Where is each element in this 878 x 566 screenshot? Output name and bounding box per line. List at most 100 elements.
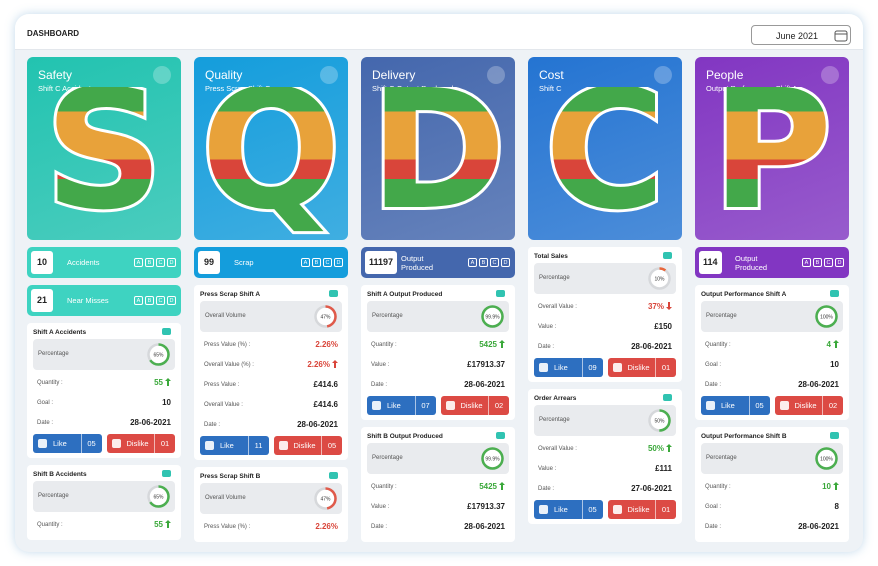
shift-filter[interactable]: D (167, 258, 176, 267)
like-button[interactable]: Like 05 (701, 396, 770, 415)
like-button[interactable]: Like 11 (200, 436, 269, 455)
card-title: Shift B Accidents (33, 471, 87, 478)
row-label: Date : (37, 420, 54, 426)
summary-label: Near Misses (67, 296, 109, 305)
open-button[interactable] (153, 66, 171, 84)
shift-filter[interactable]: C (490, 258, 499, 267)
kpi-card: Shift B Accidents Percentage 65% Quantity :… (27, 465, 181, 540)
comment-icon[interactable] (329, 290, 338, 297)
shift-filter[interactable]: D (167, 296, 176, 305)
like-button[interactable]: Like 07 (367, 396, 436, 415)
data-row: Quantity : 4 (701, 335, 843, 355)
summary-label: Accidents (67, 258, 100, 267)
row-value: £17913.37 (467, 502, 505, 511)
gauge: 99.9% (481, 447, 504, 470)
arrow (833, 340, 839, 348)
shift-filter[interactable]: A (134, 296, 143, 305)
shift-filter[interactable]: B (145, 296, 154, 305)
shift-filter[interactable]: D (835, 258, 844, 267)
row-label: Date : (538, 344, 555, 350)
kpi-card: Shift B Output Produced Percentage 99.9% Qu… (361, 427, 515, 542)
like-count: 09 (581, 358, 603, 377)
comment-icon[interactable] (830, 290, 839, 297)
summary-value: 10 (31, 251, 53, 274)
data-row: Value : £150 (534, 317, 676, 337)
gauge-label: 47% (320, 497, 331, 503)
open-button[interactable] (487, 66, 505, 84)
kpi-card: Output Performance Shift A Percentage 100%… (695, 285, 849, 420)
like-count: 05 (748, 396, 770, 415)
like-button[interactable]: Like 09 (534, 358, 603, 377)
gauge-arc (481, 447, 504, 470)
comment-icon[interactable] (830, 432, 839, 439)
like-label: Like (387, 401, 401, 410)
comment-icon[interactable] (663, 394, 672, 401)
dislike-button[interactable]: Dislike 05 (273, 436, 342, 455)
category-card[interactable]: Delivery Shift C Output Produced D (361, 57, 515, 240)
dislike-icon (445, 401, 455, 410)
dislike-count: 01 (655, 358, 676, 377)
comment-icon[interactable] (496, 432, 505, 439)
shift-filter[interactable]: A (301, 258, 310, 267)
dislike-label: Dislike (460, 401, 483, 410)
shift-filter[interactable]: C (156, 258, 165, 267)
row-value: 8 (834, 502, 839, 511)
row-label: Quantity : (37, 380, 63, 386)
letter: S (45, 87, 164, 240)
data-row: Overall Value : 37% (534, 297, 676, 317)
row-value: 55 (154, 378, 171, 387)
shift-filter[interactable]: A (468, 258, 477, 267)
data-row: Overall Value : 50% (534, 439, 676, 459)
shift-filter[interactable]: B (145, 258, 154, 267)
row-label: Overall Value (%) : (204, 362, 254, 368)
gauge-name: Percentage (539, 275, 570, 281)
calendar-icon (834, 30, 848, 42)
open-button[interactable] (654, 66, 672, 84)
dislike-label: Dislike (627, 505, 650, 514)
vote-buttons: Like 05 Dislike 01 (33, 434, 175, 453)
shift-filter[interactable]: B (312, 258, 321, 267)
letter-graphic: C (541, 87, 668, 240)
dislike-button[interactable]: Dislike 02 (774, 396, 843, 415)
gauge-name: Percentage (539, 417, 570, 423)
shift-filter[interactable]: D (334, 258, 343, 267)
shift-filter[interactable]: C (156, 296, 165, 305)
row-label: Value : (538, 324, 557, 330)
shift-filter[interactable]: B (813, 258, 822, 267)
data-row: Overall Value : £414.6 (200, 395, 342, 415)
shift-filter[interactable]: C (824, 258, 833, 267)
shift-filter[interactable]: C (323, 258, 332, 267)
dislike-button[interactable]: Dislike 01 (607, 358, 676, 377)
shift-filter[interactable]: A (134, 258, 143, 267)
summary-pill: 99 Scrap A B C D (194, 247, 348, 278)
comment-icon[interactable] (329, 472, 338, 479)
shift-filter[interactable]: A (802, 258, 811, 267)
shift-filter[interactable]: B (479, 258, 488, 267)
dislike-button[interactable]: Dislike 01 (607, 500, 676, 519)
letter-graphic: Q (198, 87, 344, 240)
comment-icon[interactable] (162, 470, 171, 477)
category-card[interactable]: Safety Shift C Accident S (27, 57, 181, 240)
comment-icon[interactable] (162, 328, 171, 335)
dislike-button[interactable]: Dislike 01 (106, 434, 175, 453)
dislike-button[interactable]: Dislike 02 (440, 396, 509, 415)
shift-filter[interactable]: D (501, 258, 510, 267)
open-button[interactable] (821, 66, 839, 84)
comment-icon[interactable] (496, 290, 505, 297)
gauge-label: 50% (654, 419, 665, 425)
like-button[interactable]: Like 05 (534, 500, 603, 519)
vote-buttons: Like 09 Dislike 01 (534, 358, 676, 377)
like-button[interactable]: Like 05 (33, 434, 102, 453)
open-button[interactable] (320, 66, 338, 84)
gauge-name: Percentage (38, 351, 69, 357)
row-value: £414.6 (313, 400, 338, 409)
comment-icon[interactable] (663, 252, 672, 259)
date-picker[interactable]: June 2021 (751, 25, 851, 45)
row-value: £111 (655, 464, 672, 473)
